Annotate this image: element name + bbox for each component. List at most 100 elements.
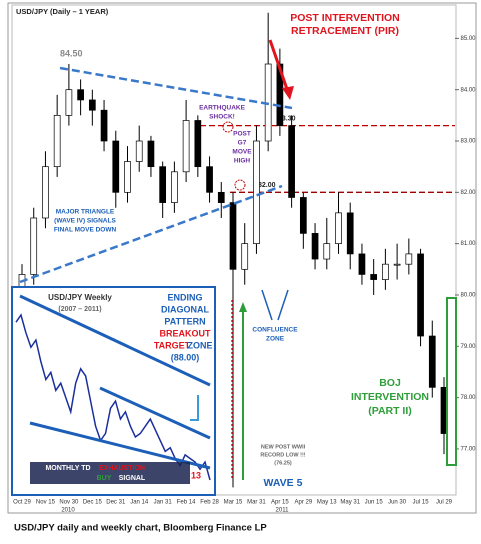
candle-body	[194, 120, 202, 168]
annotation: (WAVE IV) SIGNALS	[54, 218, 116, 225]
wave5-arrow-head	[239, 302, 247, 312]
candle-body	[147, 140, 155, 168]
candle-body	[428, 335, 436, 388]
annotation: G7	[238, 140, 247, 147]
x-tick-label: Mar 31	[247, 500, 266, 506]
annotation: DIAGONAL	[161, 304, 209, 314]
annotation: CONFLUENCE	[252, 327, 298, 334]
candle-body	[135, 140, 143, 162]
x-tick-label: Jan 14	[130, 500, 149, 506]
x-tick-label: May 31	[340, 500, 360, 506]
year-label: 2010	[61, 508, 75, 514]
candle-body	[299, 197, 307, 234]
level-label: 82.00	[258, 182, 276, 189]
x-tick-label: Nov 30	[59, 500, 79, 506]
annotation: BUY	[97, 475, 112, 482]
x-tick-label: Oct 29	[13, 500, 31, 506]
annotation: NEW POST WWII	[261, 444, 306, 450]
annotation: ZONE	[187, 340, 212, 350]
y-tick-label: 77.00	[460, 447, 476, 453]
x-tick-label: Feb 14	[177, 500, 196, 506]
annotation: MAJOR TRIANGLE	[56, 209, 115, 216]
annotation: POST INTERVENTION	[290, 12, 400, 24]
annotation: (PART II)	[368, 405, 412, 417]
candle-body	[42, 166, 49, 219]
year-label: 2011	[276, 508, 290, 514]
annotation: TARGET	[154, 340, 191, 350]
annotation: MONTHLY TD	[45, 465, 90, 472]
candle-body	[88, 99, 96, 111]
chart-title: USD/JPY (Daily – 1 YEAR)	[16, 7, 109, 16]
candle-body	[30, 217, 38, 275]
annotation: PATTERN	[164, 316, 205, 326]
x-tick-label: Jul 15	[413, 500, 430, 506]
frame	[7, 2, 477, 514]
annotation: SHOCK!	[209, 114, 235, 121]
candle-body	[206, 166, 213, 193]
candle-body	[393, 263, 401, 266]
candle-body	[65, 89, 73, 116]
confluence-arrow	[261, 289, 273, 321]
triangle-lower	[19, 184, 283, 284]
g7-circle	[234, 179, 246, 191]
annotation: FINAL MOVE DOWN	[54, 227, 117, 234]
candle-body	[335, 212, 342, 245]
annotation: ENDING	[167, 292, 202, 302]
candle-body	[171, 171, 178, 203]
candle-body	[382, 263, 389, 280]
annotation: ZONE	[266, 336, 285, 343]
inset-title: USD/JPY Weekly	[48, 293, 112, 302]
y-tick-label: 83.00	[460, 139, 476, 145]
triangle-upper	[59, 66, 293, 110]
annotation: WAVE 5	[264, 477, 303, 489]
candle-body	[53, 114, 61, 168]
x-tick-label: Feb 28	[200, 500, 219, 506]
annotation: EXHAUSTION	[99, 465, 145, 472]
candle-body	[253, 140, 260, 245]
y-tick-label: 78.00	[460, 395, 476, 401]
candle-body	[346, 212, 354, 255]
confluence-arrow	[277, 289, 289, 321]
candle-body	[112, 140, 120, 193]
pir-arrow-head	[282, 86, 294, 100]
y-tick-label: 84.00	[460, 87, 476, 93]
inset-trendline	[29, 421, 211, 470]
x-tick-label: May 13	[317, 500, 337, 506]
x-tick-label: Dec 15	[83, 500, 103, 506]
candle-body	[124, 161, 131, 193]
annotation: RECORD LOW !!!	[260, 452, 305, 458]
boj-box	[446, 297, 457, 466]
candle-body	[323, 243, 331, 260]
candle-body	[311, 233, 319, 260]
candle-body	[358, 253, 366, 275]
candle-body	[370, 274, 378, 280]
peak-label: 84.50	[60, 48, 83, 58]
y-tick-label: 82.00	[460, 190, 476, 196]
annotation: BOJ	[379, 377, 401, 389]
annotation: POST	[233, 131, 251, 138]
annotation: BREAKOUT	[160, 328, 212, 338]
inset-subtitle: (2007 – 2011)	[58, 306, 101, 313]
caption: USD/JPY daily and weekly chart, Bloomber…	[14, 523, 267, 534]
annotation: HIGH	[234, 158, 251, 165]
candle-body	[405, 253, 413, 265]
inset-trendline	[99, 386, 211, 440]
candle-body	[217, 191, 225, 203]
candle-body	[288, 125, 295, 198]
pir-arrow	[268, 39, 290, 93]
x-tick-label: Apr 15	[271, 500, 289, 506]
x-tick-label: Dec 31	[106, 500, 126, 506]
annotation: (88.00)	[171, 352, 200, 362]
x-tick-label: Jun 30	[388, 500, 407, 506]
signal-box	[30, 462, 190, 484]
candle-body	[100, 109, 108, 142]
annotation: EARTHQUAKE	[199, 105, 246, 112]
annotation: RETRACEMENT (PIR)	[291, 25, 399, 37]
candle-body	[182, 120, 190, 173]
y-tick-label: 80.00	[460, 293, 476, 299]
x-tick-label: Mar 15	[224, 500, 243, 506]
candle-body	[77, 89, 84, 101]
annotation: (76.25)	[274, 460, 292, 466]
candle-body	[241, 243, 249, 270]
